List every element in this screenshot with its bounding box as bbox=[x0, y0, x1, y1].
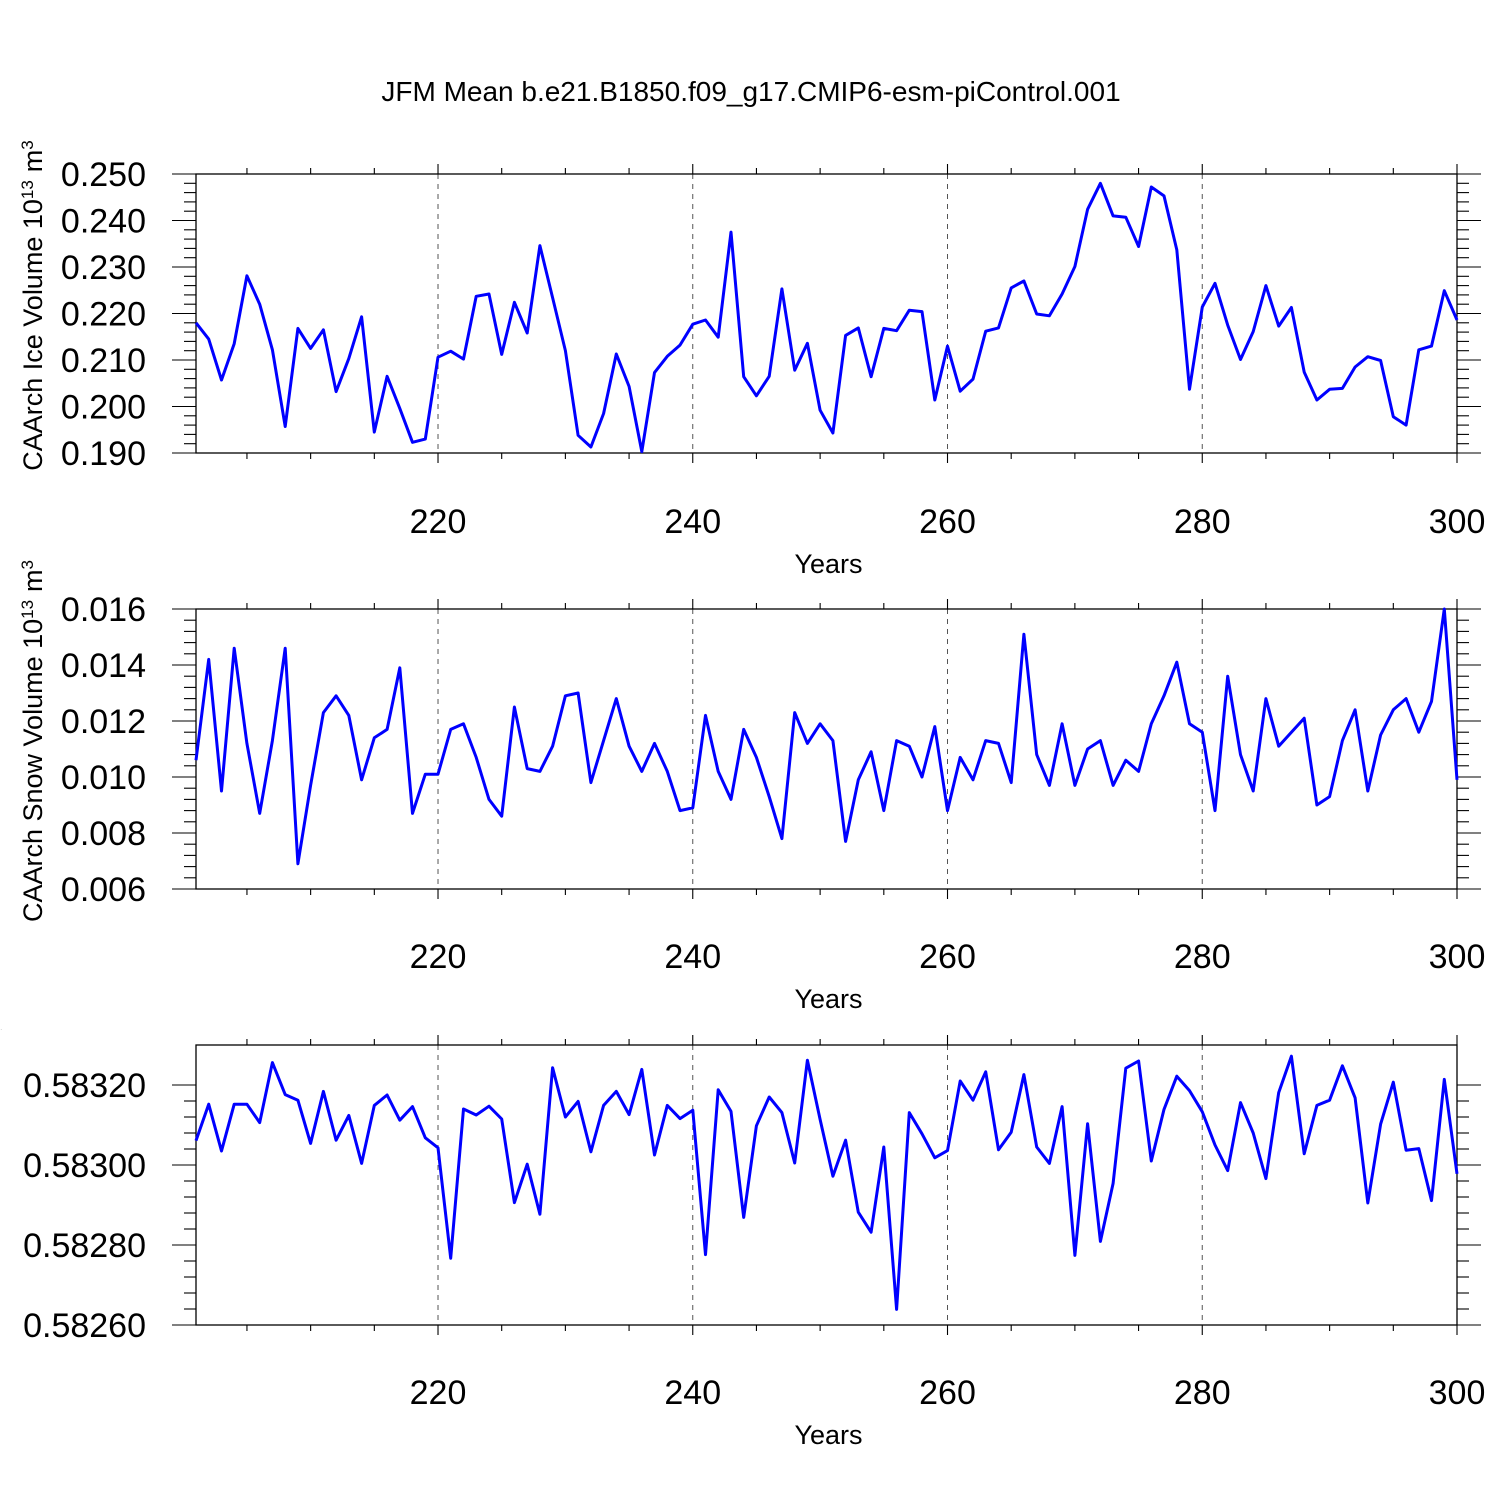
panel-snow-volume: 0.006 0.008 0.010 0.012 0.014 0.016 220 240 260… bbox=[18, 560, 1486, 1014]
y-tick-label: 0.250 bbox=[61, 156, 146, 194]
y-tick-label: 0.240 bbox=[61, 203, 146, 241]
y-tick-label: 0.190 bbox=[61, 435, 146, 473]
panel-ice-volume-y-tick-labels: 0.190 0.200 0.210 0.220 0.230 0.240 0.250 bbox=[61, 156, 146, 473]
ylabel-exponent: 13 bbox=[18, 600, 37, 619]
ice-volume-line bbox=[194, 181, 1459, 454]
ice-area-line bbox=[194, 1054, 1459, 1311]
figure-title: JFM Mean b.e21.B1850.f09_g17.CMIP6-esm-p… bbox=[381, 76, 1120, 107]
y-tick-label: 0.006 bbox=[61, 871, 146, 909]
panel-ice-area-x-axis-label: Years bbox=[794, 1420, 862, 1450]
panel-ice-volume-x-axis-label: Years bbox=[794, 549, 862, 579]
y-tick-label: 0.58260 bbox=[23, 1307, 146, 1345]
x-tick-label: 240 bbox=[664, 938, 721, 976]
panel-snow-volume-y-axis-label: CAArch Snow Volume 1013 m3 bbox=[18, 560, 49, 922]
x-tick-label: 260 bbox=[919, 1374, 976, 1412]
y-tick-label: 0.58300 bbox=[23, 1147, 146, 1185]
y-tick-label: 0.210 bbox=[61, 342, 146, 380]
panel-ice-area-x-tick-labels: 220 240 260 280 300 bbox=[410, 1374, 1486, 1412]
panel-snow-volume-ticks bbox=[172, 599, 1481, 899]
panel-ice-volume-ticks bbox=[172, 164, 1481, 463]
x-tick-label: 300 bbox=[1429, 503, 1486, 541]
panel-ice-area-frame bbox=[195, 1044, 1458, 1326]
panel-ice-area-y-tick-labels: 0.58260 0.58280 0.58300 0.58320 bbox=[23, 1067, 146, 1345]
snow-volume-line bbox=[194, 607, 1459, 866]
y-tick-label: 0.014 bbox=[61, 647, 146, 685]
panel-snow-volume-frame bbox=[195, 608, 1458, 890]
x-tick-label: 300 bbox=[1429, 938, 1486, 976]
y-tick-label: 0.58280 bbox=[23, 1227, 146, 1265]
panel-ice-area-ticks bbox=[172, 1035, 1481, 1335]
y-tick-label: 0.230 bbox=[61, 249, 146, 287]
panel-snow-volume-x-tick-labels: 220 240 260 280 300 bbox=[410, 938, 1486, 976]
x-tick-label: 280 bbox=[1174, 503, 1231, 541]
x-tick-label: 280 bbox=[1174, 1374, 1231, 1412]
x-tick-label: 260 bbox=[919, 938, 976, 976]
panel-ice-volume-grid bbox=[437, 174, 1203, 453]
panel-ice-area: 0.58260 0.58280 0.58300 0.58320 220 240 260 28… bbox=[0, 1029, 1485, 1450]
x-tick-label: 240 bbox=[664, 1374, 721, 1412]
x-tick-label: 280 bbox=[1174, 938, 1231, 976]
panel-ice-area-grid bbox=[437, 1045, 1203, 1325]
x-tick-label: 300 bbox=[1429, 1374, 1486, 1412]
x-tick-label: 260 bbox=[919, 503, 976, 541]
ylabel-unit-exponent: 3 bbox=[18, 560, 37, 569]
y-tick-label: 0.200 bbox=[61, 389, 146, 427]
panel-snow-volume-grid bbox=[437, 609, 1203, 889]
y-tick-label: 0.010 bbox=[61, 759, 146, 797]
panel-snow-volume-x-axis-label: Years bbox=[794, 984, 862, 1014]
ylabel-text: CAArch Snow Volume 10 bbox=[18, 619, 48, 922]
x-tick-label: 220 bbox=[410, 938, 467, 976]
x-tick-label: 220 bbox=[410, 503, 467, 541]
x-tick-label: 240 bbox=[664, 503, 721, 541]
ylabel-unit: m bbox=[18, 150, 48, 173]
panel-ice-volume-y-axis-label: CAArch Ice Volume 1013 m3 bbox=[18, 140, 49, 471]
panel-snow-volume-y-tick-labels: 0.006 0.008 0.010 0.012 0.014 0.016 bbox=[61, 591, 146, 909]
y-tick-label: 0.008 bbox=[61, 815, 146, 853]
x-tick-label: 220 bbox=[410, 1374, 467, 1412]
ylabel-unit: m bbox=[18, 569, 48, 592]
ylabel-exponent: 13 bbox=[18, 180, 37, 199]
ylabel-text: CAArch Ice Volume 10 bbox=[18, 199, 48, 471]
y-tick-label: 0.016 bbox=[61, 591, 146, 629]
y-tick-label: 0.012 bbox=[61, 703, 146, 741]
panel-ice-volume-frame bbox=[195, 173, 1458, 454]
y-tick-label: 0.58320 bbox=[23, 1067, 146, 1105]
panel-ice-volume-x-tick-labels: 220 240 260 280 300 bbox=[410, 503, 1486, 541]
y-tick-label: 0.220 bbox=[61, 296, 146, 334]
ylabel-unit-exponent: 3 bbox=[18, 140, 37, 149]
left-clip-mask bbox=[0, 1030, 14, 1350]
